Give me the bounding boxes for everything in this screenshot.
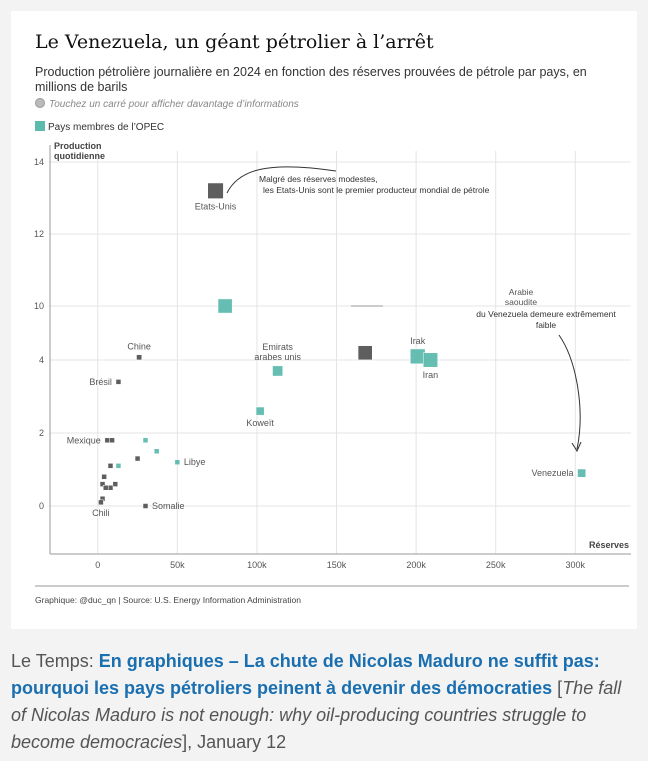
opec-legend-swatch: [35, 121, 45, 131]
chart-card: Le Venezuela, un géant pétrolier à l’arr…: [11, 11, 637, 629]
x-tick-label: 100k: [247, 560, 267, 570]
chart-source: Graphique: @duc_qn | Source: U.S. Energy…: [35, 595, 301, 605]
data-point-square: [422, 352, 438, 368]
data-point-square: [107, 485, 114, 491]
data-point-square: [136, 354, 143, 361]
y-axis-title-line2: quotidienne: [54, 151, 105, 161]
data-point-square: [207, 182, 224, 199]
point-label: Irak: [410, 336, 426, 346]
data-point-square: [101, 474, 107, 480]
y-axis-title-line1: Production: [54, 141, 102, 151]
data-point-square: [272, 365, 283, 377]
caption-translation: The fall of Nicolas Maduro is not enough…: [11, 678, 622, 752]
annotation-us-connector: [226, 166, 337, 194]
point-label: Venezuela: [531, 468, 573, 478]
tap-icon: [35, 98, 45, 108]
x-tick-label: 50k: [170, 560, 185, 570]
x-tick-label: 150k: [327, 560, 347, 570]
legend: Pays membres de l’OPEC: [35, 121, 164, 133]
data-point-square: [410, 348, 426, 365]
point-label: arabes unis: [254, 352, 301, 362]
point-label: Libye: [184, 457, 206, 467]
data-point-square: [107, 463, 114, 469]
point-label: Iran: [423, 370, 439, 380]
article-link[interactable]: En graphiques – La chute de Nicolas Madu…: [11, 651, 600, 698]
y-tick-label: 4: [39, 355, 44, 365]
annotation-venezuela-connector: [558, 334, 581, 450]
caption-source: Le Temps:: [11, 651, 99, 671]
annotation-venezuela-arrowhead: [571, 441, 582, 453]
data-point-square: [255, 406, 265, 416]
point-label: Somalie: [152, 501, 185, 511]
data-point-square: [115, 379, 122, 385]
point-label: Brésil: [89, 377, 112, 387]
data-point-square: [109, 437, 115, 444]
annotation-us-line2: les Etats-Unis sont le premier producteu…: [263, 185, 490, 195]
annotation-saudi-line2: saoudite: [505, 297, 537, 307]
data-point-square: [99, 481, 106, 487]
chart-title: Le Venezuela, un géant pétrolier à l’arr…: [35, 31, 434, 53]
annotation-venezuela-line1: du Venezuela demeure extrêmement: [476, 309, 616, 319]
data-point-square: [217, 298, 233, 314]
hint-text: Touchez un carré pour afficher davantage…: [35, 98, 299, 110]
y-tick-label: 14: [34, 157, 44, 167]
data-point-square: [577, 468, 587, 478]
data-point-square: [174, 459, 181, 465]
point-label: Chine: [127, 342, 151, 352]
y-tick-label: 2: [39, 428, 44, 438]
annotation-saudi-line1: Arabie: [509, 287, 534, 297]
data-point-square: [134, 455, 141, 462]
point-label: Emirats: [262, 342, 293, 352]
x-tick-label: 250k: [486, 560, 506, 570]
point-label: Koweït: [246, 418, 274, 428]
y-tick-label: 12: [34, 229, 44, 239]
x-axis-title: Réserves: [589, 540, 629, 550]
scatter-chart: 0 2 4 10 12 14 0 50k 100k 150k 200k 250k 300k Product…: [34, 141, 631, 587]
annotation-venezuela-line2: faible: [536, 320, 557, 330]
x-tick-label: 300k: [566, 560, 586, 570]
chart-subtitle: Production pétrolière journalière en 202…: [35, 65, 587, 94]
data-point-square: [115, 463, 122, 469]
y-tick-label: 0: [39, 501, 44, 511]
caption-date: ], January 12: [182, 732, 287, 752]
data-point-square: [104, 437, 111, 444]
data-point-square: [142, 503, 149, 509]
x-tick-label: 0: [95, 560, 100, 570]
point-label: Etats-Unis: [195, 202, 237, 212]
x-tick-label: 200k: [406, 560, 426, 570]
data-point-square: [153, 448, 160, 454]
data-point-square: [357, 345, 373, 361]
y-tick-label: 10: [34, 301, 44, 311]
data-point-square: [102, 485, 109, 491]
data-point-square: [112, 481, 119, 487]
data-point-square: [142, 437, 149, 444]
legend-label: Pays membres de l’OPEC: [48, 122, 165, 133]
caption-bracket: [: [552, 678, 563, 698]
annotation-us-line1: Malgré des réserves modestes,: [259, 174, 378, 184]
hint-label: Touchez un carré pour afficher davantage…: [49, 99, 299, 110]
caption: Le Temps: En graphiques – La chute de Ni…: [11, 648, 641, 756]
point-label: Chili: [92, 508, 110, 518]
point-label: Mexique: [67, 435, 101, 445]
occluded-label-hint: [351, 305, 383, 307]
data-point-square: [98, 499, 104, 506]
